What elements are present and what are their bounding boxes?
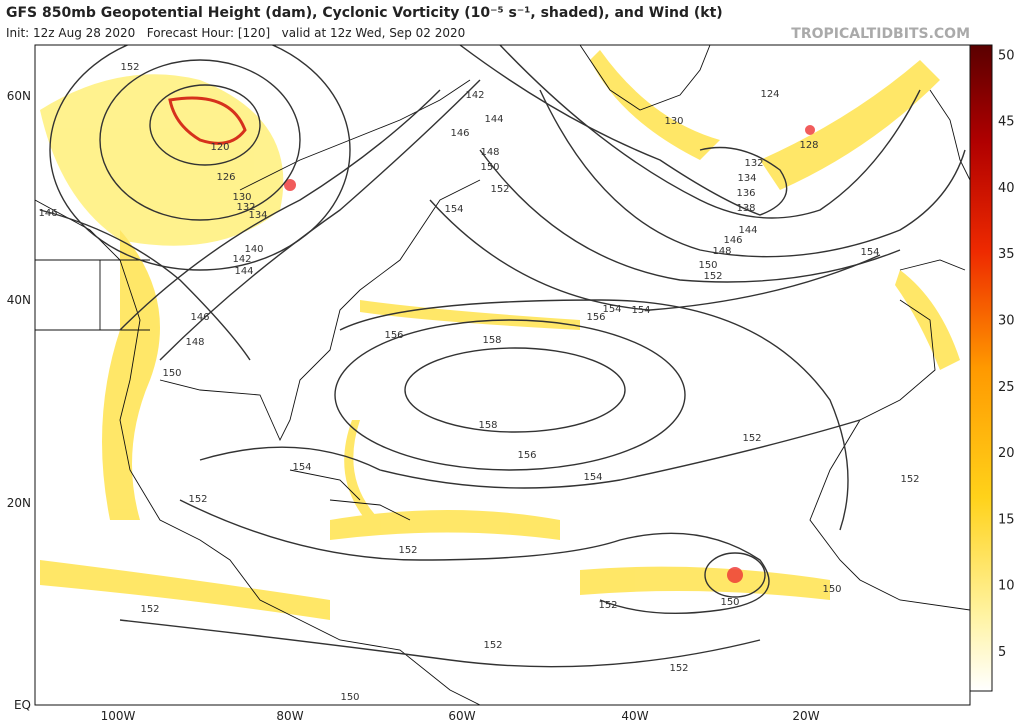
contour-label: 148	[712, 246, 731, 257]
contour-label: 158	[478, 420, 497, 431]
vorticity-shading	[40, 50, 960, 620]
contour-label: 144	[738, 225, 757, 236]
longitude-label: 100W	[101, 709, 136, 723]
latitude-label: 20N	[7, 496, 31, 510]
contour-label: 150	[480, 162, 499, 173]
contour-label: 138	[736, 203, 755, 214]
contour-label: 154	[631, 305, 650, 316]
contour-label: 152	[598, 600, 617, 611]
contour-label: 152	[703, 271, 722, 282]
contour-label: 152	[742, 433, 761, 444]
contour-label: 142	[465, 90, 484, 101]
contour-label: 136	[736, 188, 755, 199]
colorbar-label: 5	[998, 645, 1006, 660]
contour-label: 146	[450, 128, 469, 139]
contour-label: 144	[234, 266, 253, 277]
contour-label: 128	[799, 140, 818, 151]
contour-label: 154	[602, 304, 621, 315]
contour-label: 154	[292, 462, 311, 473]
contour-label: 140	[244, 244, 263, 255]
contour-label: 150	[720, 597, 739, 608]
contour-label: 146	[190, 312, 209, 323]
contour-label: 146	[723, 235, 742, 246]
contour-label: 132	[744, 158, 763, 169]
colorbar-label: 25	[998, 380, 1015, 395]
contour-label: 150	[162, 368, 181, 379]
contour-label: 154	[860, 247, 879, 258]
colorbar-label: 40	[998, 181, 1015, 196]
contour-label: 152	[398, 545, 417, 556]
colorbar-label: 20	[998, 446, 1015, 461]
contour-label: 152	[140, 604, 159, 615]
contour-label: 130	[232, 192, 251, 203]
height-contours	[39, 45, 966, 668]
contour-label: 152	[188, 494, 207, 505]
longitude-label: 80W	[276, 709, 303, 723]
contour-label: 134	[737, 173, 756, 184]
map-area: 1201261301321341401421441461461481501521…	[35, 45, 970, 705]
contour-label: 150	[340, 692, 359, 703]
contour-label: 144	[484, 114, 503, 125]
contour-label: 126	[216, 172, 235, 183]
colorbar-label: 35	[998, 247, 1015, 262]
contour-label: 156	[384, 330, 403, 341]
contour-label: 148	[480, 147, 499, 158]
contour-label: 148	[185, 337, 204, 348]
contour-label: 130	[664, 116, 683, 127]
contour-label: 152	[669, 663, 688, 674]
longitude-label: 60W	[448, 709, 475, 723]
contour-label: 152	[900, 474, 919, 485]
contour-label: 142	[232, 254, 251, 265]
colorbar-label: 30	[998, 314, 1015, 329]
colorbar-label: 45	[998, 115, 1015, 130]
vorticity-max	[168, 96, 815, 583]
coastlines	[35, 45, 970, 705]
contour-label: 150	[698, 260, 717, 271]
colorbar-label: 15	[998, 512, 1015, 527]
latitude-label: 40N	[7, 293, 31, 307]
contour-label: 154	[444, 204, 463, 215]
colorbar-label: 10	[998, 579, 1015, 594]
contour-label: 146	[38, 208, 57, 219]
colorbar-label: 50	[998, 48, 1015, 63]
longitude-label: 20W	[792, 709, 819, 723]
contour-label: 154	[583, 472, 602, 483]
contour-label: 156	[586, 312, 605, 323]
contour-label: 150	[822, 584, 841, 595]
latitude-label: EQ	[14, 698, 31, 712]
site-name: TROPICALTIDBITS.COM	[791, 26, 970, 42]
contour-label: 132	[236, 202, 255, 213]
contour-label: 158	[482, 335, 501, 346]
contour-label: 156	[517, 450, 536, 461]
colorbar	[969, 44, 993, 692]
contour-label: 152	[490, 184, 509, 195]
longitude-label: 40W	[621, 709, 648, 723]
latitude-label: 60N	[7, 89, 31, 103]
contour-label: 120	[210, 142, 229, 153]
contour-label: 134	[248, 210, 267, 221]
title: GFS 850mb Geopotential Height (dam), Cyc…	[6, 5, 723, 21]
contour-label: 124	[760, 89, 779, 100]
subtitle: Init: 12z Aug 28 2020 Forecast Hour: [12…	[6, 26, 465, 40]
contour-label: 152	[483, 640, 502, 651]
contour-label: 152	[120, 62, 139, 73]
